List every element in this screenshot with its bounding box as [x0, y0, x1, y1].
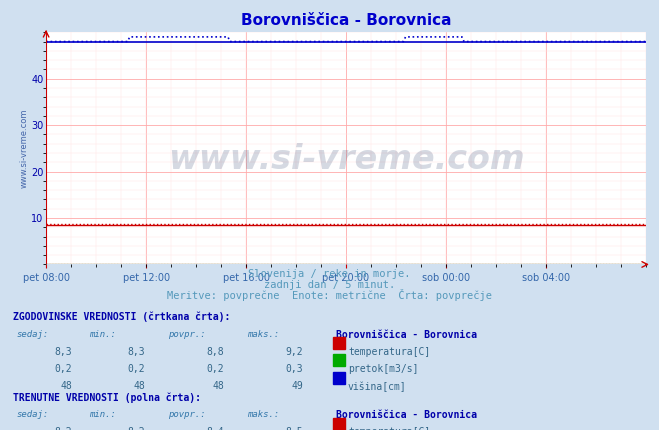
Text: 0,3: 0,3 [285, 364, 303, 374]
Text: 8,3: 8,3 [127, 347, 145, 357]
Text: 8,5: 8,5 [285, 427, 303, 430]
Text: povpr.:: povpr.: [168, 410, 206, 419]
Text: TRENUTNE VREDNOSTI (polna črta):: TRENUTNE VREDNOSTI (polna črta): [13, 392, 201, 402]
Text: 8,2: 8,2 [55, 427, 72, 430]
Text: 48: 48 [212, 381, 224, 391]
Text: temperatura[C]: temperatura[C] [348, 347, 430, 357]
Text: Slovenija / reke in morje.: Slovenija / reke in morje. [248, 269, 411, 280]
Text: min.:: min.: [89, 330, 116, 339]
Text: zadnji dan / 5 minut.: zadnji dan / 5 minut. [264, 280, 395, 290]
Text: 48: 48 [61, 381, 72, 391]
Text: Meritve: povprečne  Enote: metrične  Črta: povprečje: Meritve: povprečne Enote: metrične Črta:… [167, 289, 492, 301]
Text: ZGODOVINSKE VREDNOSTI (črtkana črta):: ZGODOVINSKE VREDNOSTI (črtkana črta): [13, 312, 231, 322]
Text: 8,4: 8,4 [206, 427, 224, 430]
Text: 49: 49 [291, 381, 303, 391]
Text: Borovniščica - Borovnica: Borovniščica - Borovnica [336, 410, 477, 420]
Text: min.:: min.: [89, 410, 116, 419]
Text: maks.:: maks.: [247, 410, 279, 419]
Text: pretok[m3/s]: pretok[m3/s] [348, 364, 418, 374]
Text: 0,2: 0,2 [127, 364, 145, 374]
Text: sedaj:: sedaj: [16, 410, 49, 419]
Text: 9,2: 9,2 [285, 347, 303, 357]
Text: višina[cm]: višina[cm] [348, 381, 407, 392]
Title: Borovniščica - Borovnica: Borovniščica - Borovnica [241, 13, 451, 28]
Text: 0,2: 0,2 [206, 364, 224, 374]
Text: temperatura[C]: temperatura[C] [348, 427, 430, 430]
Text: 0,2: 0,2 [55, 364, 72, 374]
Text: Borovniščica - Borovnica: Borovniščica - Borovnica [336, 330, 477, 340]
Text: sedaj:: sedaj: [16, 330, 49, 339]
Text: 8,3: 8,3 [55, 347, 72, 357]
Text: 48: 48 [133, 381, 145, 391]
Text: maks.:: maks.: [247, 330, 279, 339]
Y-axis label: www.si-vreme.com: www.si-vreme.com [19, 109, 28, 188]
Text: povpr.:: povpr.: [168, 330, 206, 339]
Text: 8,2: 8,2 [127, 427, 145, 430]
Text: 8,8: 8,8 [206, 347, 224, 357]
Text: www.si-vreme.com: www.si-vreme.com [167, 144, 525, 176]
